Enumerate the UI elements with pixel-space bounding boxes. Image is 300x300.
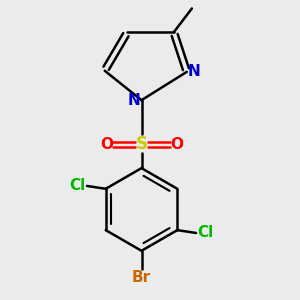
Text: N: N xyxy=(188,64,200,80)
Text: O: O xyxy=(170,137,183,152)
Text: N: N xyxy=(128,93,140,108)
Text: Br: Br xyxy=(132,271,151,286)
Text: Cl: Cl xyxy=(197,226,214,241)
Text: O: O xyxy=(100,137,113,152)
Text: Cl: Cl xyxy=(69,178,85,194)
Text: S: S xyxy=(136,135,148,153)
